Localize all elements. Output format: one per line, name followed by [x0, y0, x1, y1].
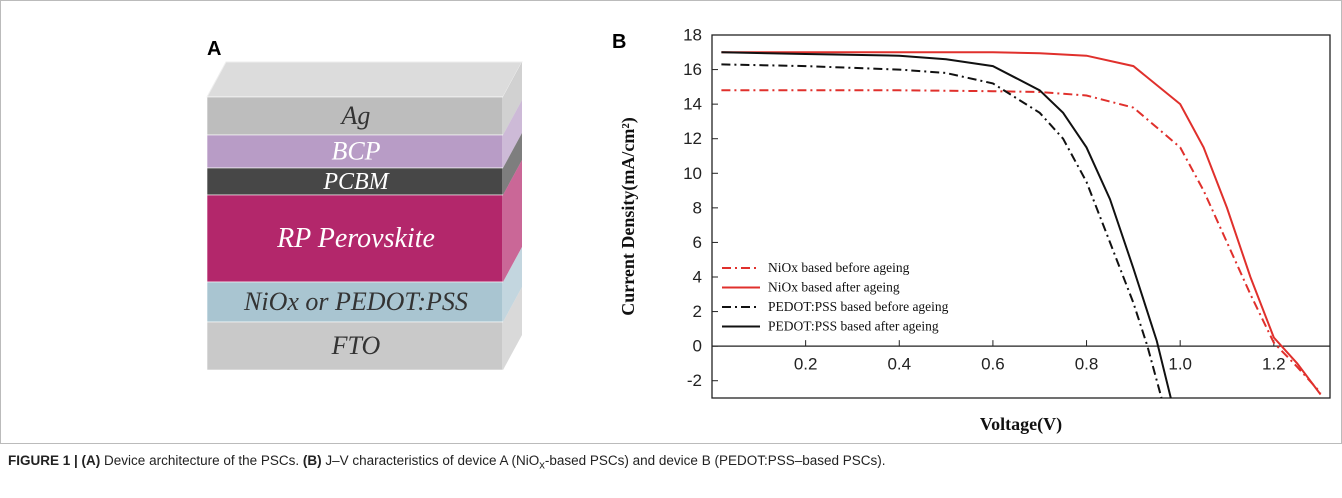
y-tick-label: 10: [683, 164, 702, 183]
layer-side: [503, 62, 522, 135]
y-tick-label: 16: [683, 60, 702, 79]
legend-label: NiOx based before ageing: [768, 260, 910, 275]
figure-border: [0, 0, 1342, 444]
series-line: [721, 51, 1172, 398]
caption-text: J–V characteristics of device A (NiO: [321, 453, 540, 468]
layer-side: [503, 100, 522, 168]
layer-label: NiOx or PEDOT:PSS: [243, 287, 468, 316]
layer-label: Ag: [340, 101, 371, 130]
layer-label: PCBM: [322, 169, 390, 195]
legend-label: NiOx based after ageing: [768, 280, 900, 295]
y-tick-label: 2: [693, 302, 702, 321]
x-tick-label: 1.2: [1262, 355, 1286, 374]
y-tick-label: -2: [687, 371, 702, 390]
figure: A B Ag BCP PCBM RP Perovskite NiOx or PEDOT:…: [0, 0, 1342, 444]
x-tick-label: 1.0: [1168, 355, 1192, 374]
legend-label: PEDOT:PSS based after ageing: [768, 319, 939, 334]
legend-label: PEDOT:PSS based before ageing: [768, 299, 949, 314]
chart: -2 0 2 4 6 8 10 12 14 16 18 0.2 0.4 0.6 0.8 1.0 1.2 Curre…: [618, 25, 1331, 435]
y-tick-label: 0: [693, 337, 702, 356]
layer-stack: Ag BCP PCBM RP Perovskite NiOx or PEDOT:PSS F…: [206, 62, 522, 371]
layer: [206, 96, 504, 136]
layer: [206, 134, 504, 169]
y-tick-label: 18: [683, 25, 702, 44]
series-line: [721, 63, 1163, 398]
series-line: [721, 51, 1322, 396]
y-tick-label: 6: [693, 233, 702, 252]
x-tick-label: 0.2: [794, 355, 818, 374]
panel-label: B: [612, 31, 626, 53]
y-tick-label: 14: [683, 95, 702, 114]
layer-side: [503, 160, 522, 282]
x-tick-label: 0.4: [887, 355, 911, 374]
caption-subscript: x: [539, 459, 545, 472]
layer-side: [503, 247, 522, 322]
caption-text: (A): [81, 453, 101, 468]
y-tick-label: 4: [693, 267, 702, 286]
layer-side: [503, 287, 522, 370]
panel-label: A: [207, 38, 221, 60]
layer: [206, 194, 504, 283]
caption-text: -based PSCs) and device B (PEDOT:PSS–bas…: [544, 453, 886, 468]
stack-top: [206, 61, 523, 98]
y-tick-label: 8: [693, 198, 702, 217]
plot-frame: [711, 34, 1331, 399]
layer-side: [503, 133, 522, 195]
caption: FIGURE 1 | (A) Device architecture of th…: [8, 453, 886, 472]
x-tick-label: 0.6: [981, 355, 1005, 374]
layer: [206, 321, 504, 371]
y-tick-label: 12: [683, 129, 702, 148]
layer-label: BCP: [331, 136, 380, 165]
layer-label: RP Perovskite: [276, 223, 435, 254]
y-axis-label: Current Density(mA/cm²): [618, 117, 639, 316]
caption-label: FIGURE 1 |: [8, 453, 82, 468]
series-line: [721, 89, 1322, 394]
x-axis-label: Voltage(V): [980, 414, 1062, 435]
caption-text: Device architecture of the PSCs.: [100, 453, 303, 468]
layer: [206, 167, 504, 196]
x-tick-label: 0.8: [1075, 355, 1099, 374]
layer-label: FTO: [331, 331, 381, 360]
caption-text: (B): [302, 453, 322, 468]
